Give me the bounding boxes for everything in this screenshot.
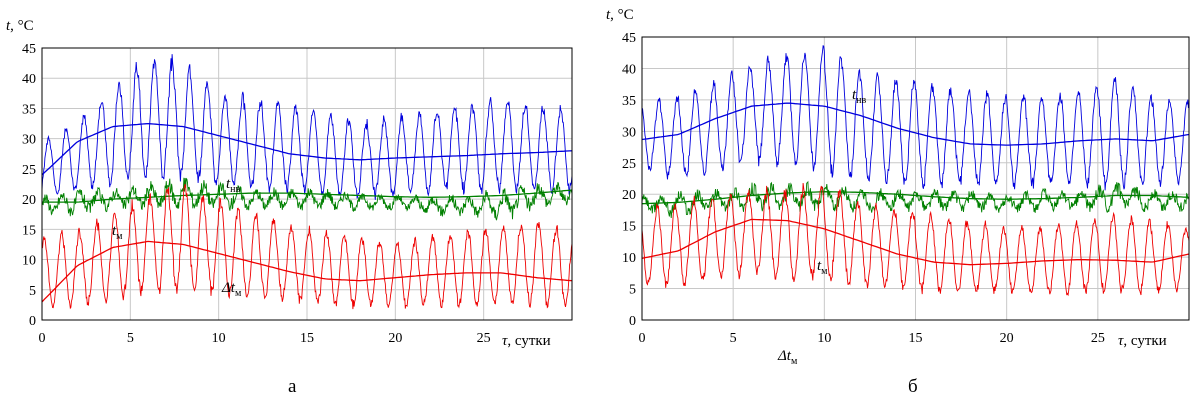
y-axis-label-symbol: t (6, 18, 11, 34)
plot-frame (641, 36, 1190, 321)
series-layer (641, 45, 1190, 297)
x-tick-label: 15 (909, 331, 923, 346)
annotation-t-nv: tнв (226, 176, 241, 195)
x-tick-label: 10 (817, 331, 831, 346)
x-tick-label: 20 (1000, 331, 1014, 346)
y-tick-label: 30 (22, 133, 36, 148)
series-dtm-line (641, 182, 1190, 297)
y-tick-label: 25 (22, 163, 36, 178)
series-layer (41, 54, 573, 310)
series-dtm-line (41, 183, 573, 310)
x-tick-label: 0 (39, 331, 46, 346)
annotation-subscript: нв (230, 184, 240, 195)
series-tm-line (41, 177, 573, 221)
panel-caption: а (288, 376, 297, 397)
y-tick-label: 15 (22, 223, 36, 238)
series-tnv-line (641, 45, 1190, 191)
y-tick-label: 25 (622, 157, 636, 172)
y-tick-label: 35 (622, 94, 636, 109)
y-axis-label-symbol: t (606, 7, 611, 23)
x-axis-label-symbol: τ (502, 333, 508, 349)
x-axis-label: τ, сутки (502, 333, 551, 349)
y-axis-label: t, °C (606, 7, 634, 23)
annotation-symbol: t (817, 258, 822, 274)
plot-frame (41, 47, 573, 321)
annotation-symbol: t (112, 223, 117, 239)
y-tick-label: 0 (629, 314, 636, 329)
series-tm-trend (42, 189, 573, 203)
x-axis-label: τ, сутки (1118, 333, 1167, 349)
tick-labels: 0 5 10 15 20 25 30 35 40 45 0 5 10 15 20 25 (622, 31, 1105, 346)
annotation-subscript: м (235, 288, 242, 299)
annotation-delta-t-m: Δtм (221, 280, 242, 299)
series-tm-trend (641, 191, 1190, 205)
y-tick-label: 15 (622, 220, 636, 235)
y-tick-label: 10 (22, 254, 36, 269)
y-axis-label-unit: , °C (10, 18, 34, 34)
y-tick-label: 5 (629, 283, 636, 298)
y-axis-label: t, °C (6, 18, 34, 34)
x-axis-label-unit: , сутки (507, 333, 550, 349)
y-tick-label: 45 (22, 42, 36, 57)
x-tick-label: 25 (477, 331, 491, 346)
x-tick-label: 20 (388, 331, 402, 346)
x-tick-label: 0 (639, 331, 646, 346)
x-axis-label-symbol: τ (1118, 333, 1124, 349)
annotation-symbol: Δt (221, 280, 236, 296)
annotation-t-m: tм (112, 223, 123, 242)
y-tick-label: 35 (22, 102, 36, 117)
x-tick-label: 5 (127, 331, 134, 346)
panel-caption: б (908, 376, 918, 397)
y-tick-label: 0 (29, 314, 36, 329)
y-tick-label: 45 (622, 31, 636, 46)
x-tick-label: 25 (1091, 331, 1105, 346)
y-axis-label-unit: , °C (610, 7, 634, 23)
x-tick-label: 5 (730, 331, 737, 346)
annotation-symbol: Δt (777, 348, 792, 364)
x-tick-label: 15 (300, 331, 314, 346)
y-tick-label: 20 (22, 193, 36, 208)
x-tick-label: 10 (212, 331, 226, 346)
series-tnv-trend (41, 122, 573, 176)
series-dtm-trend (641, 218, 1190, 266)
annotation-subscript: нв (856, 95, 866, 106)
annotation-t-m: tм (817, 258, 828, 277)
annotation-symbol: t (226, 176, 231, 192)
series-dtm-trend (41, 240, 573, 303)
series-tnv-trend (641, 102, 1190, 146)
grid-lines (42, 48, 572, 320)
series-tnv-line (41, 54, 573, 200)
annotation-subscript: м (791, 356, 798, 367)
y-tick-label: 40 (22, 72, 36, 87)
annotation-t-nv: tнв (852, 87, 867, 106)
y-tick-label: 5 (29, 284, 36, 299)
y-tick-label: 10 (622, 251, 636, 266)
tick-labels: 0 5 10 15 20 25 30 35 40 45 0 5 10 15 20 25 (22, 42, 491, 346)
annotation-subscript: м (821, 266, 828, 277)
annotation-subscript: м (116, 231, 123, 242)
annotation-symbol: t (852, 87, 857, 103)
x-axis-label-unit: , сутки (1123, 333, 1166, 349)
y-tick-label: 20 (622, 188, 636, 203)
y-tick-label: 40 (622, 62, 636, 77)
y-tick-label: 30 (622, 125, 636, 140)
annotation-delta-t-m: Δtм (777, 348, 798, 367)
